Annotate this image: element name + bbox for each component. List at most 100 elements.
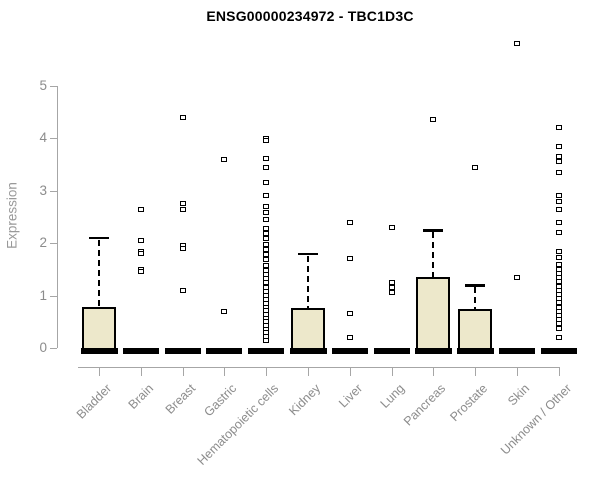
outlier-point <box>555 219 562 225</box>
outlier-point <box>555 159 562 165</box>
outlier-point <box>221 308 228 314</box>
outlier-point <box>137 206 144 212</box>
outlier-point <box>388 279 395 285</box>
whisker-cap <box>298 252 318 256</box>
y-tick <box>50 295 57 297</box>
outlier-point <box>263 155 270 161</box>
y-axis <box>57 85 58 348</box>
box <box>416 277 451 352</box>
outlier-point <box>179 245 186 251</box>
outlier-point <box>514 274 520 280</box>
outlier-point <box>555 335 562 340</box>
whisker-cap <box>423 229 444 232</box>
outlier-point <box>263 337 270 343</box>
outlier-point <box>555 206 562 212</box>
median-line <box>414 348 452 354</box>
outlier-point <box>555 193 562 199</box>
y-tick-label: 3 <box>39 182 47 198</box>
outlier-point <box>263 210 270 216</box>
whisker <box>98 239 100 308</box>
outlier-point <box>263 246 270 252</box>
x-tick <box>349 367 351 376</box>
zero-bar <box>373 348 410 354</box>
outlier-point <box>555 325 562 331</box>
zero-bar <box>206 348 243 354</box>
outlier-point <box>179 287 186 293</box>
x-tick <box>224 367 226 376</box>
outlier-point <box>137 238 144 244</box>
zero-bar <box>499 348 535 354</box>
zero-bar <box>248 348 285 354</box>
outlier-point <box>263 217 270 223</box>
outlier-point <box>555 125 562 131</box>
outlier-point <box>555 154 562 160</box>
outlier-point <box>179 201 186 207</box>
median-line <box>456 348 494 354</box>
outlier-point <box>179 114 186 120</box>
outlier-point <box>555 143 562 149</box>
whisker <box>474 287 477 310</box>
box <box>82 307 116 352</box>
outlier-point <box>555 248 562 254</box>
outlier-point <box>555 169 562 175</box>
y-tick-label: 5 <box>39 77 47 93</box>
outlier-point <box>388 285 395 291</box>
chart-title: ENSG00000234972 - TBC1D3C <box>206 8 414 24</box>
x-tick <box>391 367 393 376</box>
outlier-point <box>346 335 353 340</box>
x-tick <box>308 367 309 376</box>
outlier-point <box>555 261 562 267</box>
y-tick <box>50 348 57 349</box>
x-tick <box>99 367 100 376</box>
outlier-point <box>263 225 270 231</box>
zero-bar <box>122 348 159 354</box>
y-tick <box>50 190 57 192</box>
outlier-point <box>346 219 353 225</box>
outlier-point <box>221 156 228 162</box>
outlier-point <box>263 236 270 242</box>
outlier-point <box>137 251 144 257</box>
y-tick-label: 4 <box>39 130 47 146</box>
box <box>291 308 325 352</box>
zero-bar <box>540 348 577 354</box>
outlier-point <box>472 164 479 170</box>
whisker <box>432 232 435 278</box>
outlier-point <box>263 180 270 186</box>
zero-bar <box>164 348 201 354</box>
outlier-point <box>555 198 562 204</box>
y-tick <box>50 243 57 245</box>
outlier-point <box>263 252 270 258</box>
median-line <box>289 348 327 354</box>
whisker-cap <box>465 284 486 287</box>
x-tick <box>266 367 268 376</box>
whisker-cap <box>89 236 109 240</box>
y-tick <box>50 85 57 87</box>
whisker <box>307 255 309 309</box>
x-tick <box>433 367 435 376</box>
median-line <box>80 348 118 354</box>
zero-bar <box>331 348 368 354</box>
x-tick <box>140 367 142 376</box>
outlier-point <box>263 203 270 209</box>
outlier-point <box>263 231 270 237</box>
outlier-point <box>555 230 562 236</box>
outlier-point <box>263 257 270 263</box>
y-tick-label: 1 <box>39 287 47 303</box>
outlier-point <box>346 311 353 317</box>
x-tick <box>517 367 518 376</box>
outlier-point <box>555 255 562 261</box>
outlier-point <box>430 117 437 123</box>
box <box>458 309 493 352</box>
outlier-point <box>263 193 270 199</box>
x-axis <box>78 367 560 368</box>
outlier-point <box>346 256 353 262</box>
x-tick <box>182 367 184 376</box>
outlier-point <box>137 269 144 275</box>
outlier-point <box>263 241 270 247</box>
outlier-point <box>179 206 186 212</box>
outlier-point <box>514 41 520 47</box>
y-tick-label: 0 <box>39 340 47 355</box>
y-tick <box>50 138 57 140</box>
outlier-point <box>388 290 395 296</box>
x-tick <box>558 367 560 376</box>
